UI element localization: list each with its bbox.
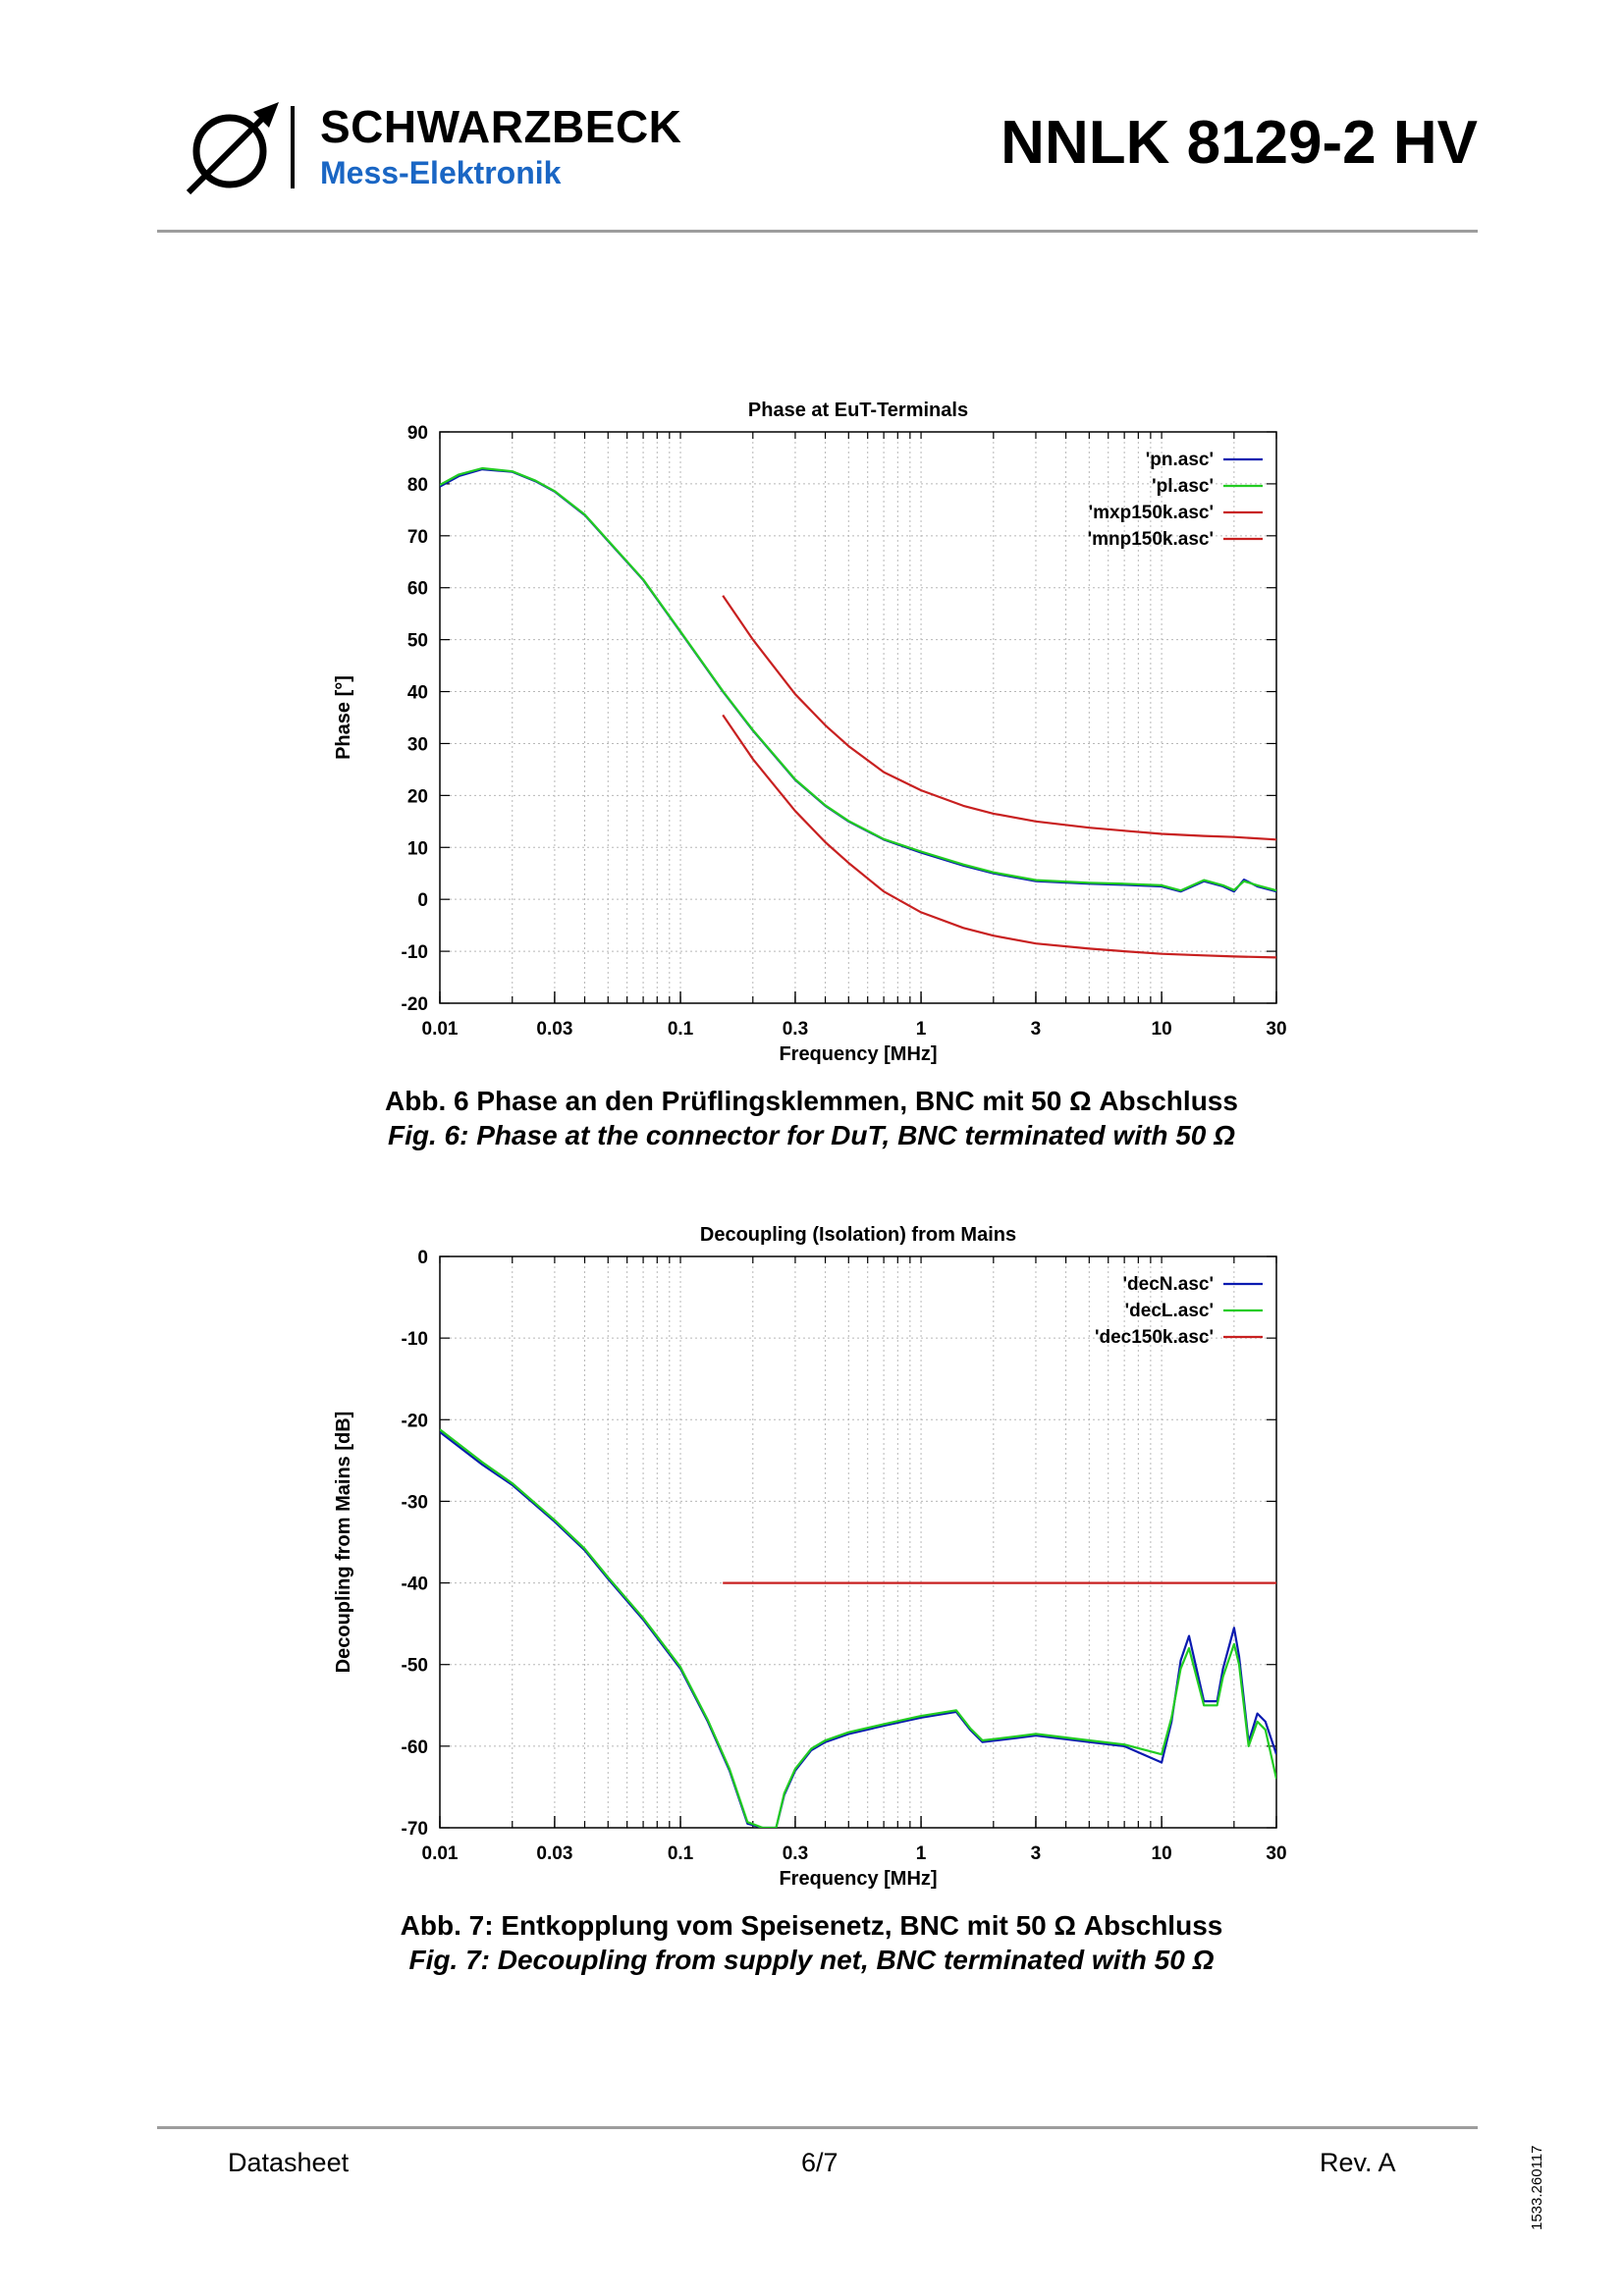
y-axis-label: Decoupling from Mains [dB] [333, 1412, 354, 1674]
y-tick-label: -20 [402, 994, 428, 1015]
legend-label: 'dec150k.asc' [1095, 1327, 1214, 1348]
x-axis-label: Frequency [MHz] [779, 1043, 937, 1065]
x-tick-label: 0.1 [668, 1019, 694, 1040]
footer-left: Datasheet [228, 2148, 350, 2177]
header-rule [157, 230, 1478, 233]
y-tick-label: -30 [402, 1492, 428, 1513]
brand-subtitle: Mess-Elektronik [320, 155, 562, 190]
decoupling-chart-svg: -70 -60 -50 -40 -30 -20 -10 0 0.01 0.03 0.1 0.3 1 3 10… [333, 1224, 1287, 1890]
legend-label: 'decL.asc' [1125, 1301, 1214, 1321]
legend-label: 'decN.asc' [1123, 1274, 1214, 1295]
x-tick-label: 0.03 [536, 1019, 572, 1040]
x-tick-label: 1 [916, 1843, 927, 1864]
plot-frame [439, 1255, 1277, 1829]
y-tick-label: 50 [407, 631, 428, 652]
figure-6-caption-de: Abb. 6 Phase an den Prüflingsklemmen, BN… [385, 1086, 1238, 1116]
x-tick-label: 0.1 [668, 1843, 694, 1864]
figure-6-caption: Abb. 6 Phase an den Prüflingsklemmen, BN… [0, 1084, 1623, 1152]
x-tick-label: 0.3 [783, 1843, 808, 1864]
x-tick-label: 0.3 [783, 1019, 808, 1040]
y-tick-label: 80 [407, 475, 428, 496]
legend-label: 'pn.asc' [1146, 450, 1214, 470]
phase-chart-svg: -20 -10 0 10 20 30 40 50 60 70 80 90 0.01 0.03 0.1 0.3 1… [333, 400, 1287, 1065]
y-tick-label: -10 [402, 1329, 428, 1350]
x-axis-label: Frequency [MHz] [779, 1868, 937, 1890]
logo-divider [291, 106, 295, 188]
series-line [722, 714, 1276, 959]
x-tick-label: 0.01 [422, 1019, 459, 1040]
y-tick-label: 10 [407, 838, 428, 859]
y-tick-label: 0 [417, 890, 428, 911]
y-tick-label: -20 [402, 1411, 428, 1431]
y-axis-label: Phase [°] [333, 675, 354, 760]
x-tick-label: 1 [916, 1019, 927, 1040]
legend-label: 'pl.asc' [1152, 476, 1214, 497]
product-title: NNLK 8129-2 HV [1001, 109, 1478, 177]
legend-label: 'mnp150k.asc' [1088, 529, 1214, 550]
x-tick-label: 0.03 [536, 1843, 572, 1864]
decoupling-chart: -70 -60 -50 -40 -30 -20 -10 0 0.01 0.03 0.1 0.3 1 3 10… [295, 1209, 1335, 1916]
y-tick-label: 70 [407, 527, 428, 548]
footer-page-number: 6/7 [801, 2148, 839, 2177]
brand-name: SCHWARZBECK [320, 101, 682, 152]
y-tick-label: 40 [407, 683, 428, 704]
chart-title: Decoupling (Isolation) from Mains [700, 1224, 1016, 1246]
figure-7-caption-en: Fig. 7: Decoupling from supply net, BNC … [408, 1945, 1215, 1975]
phase-chart: -20 -10 0 10 20 30 40 50 60 70 80 90 0.01 0.03 0.1 0.3 1… [295, 385, 1335, 1092]
y-tick-label: 90 [407, 423, 428, 444]
footer-revision: Rev. A [1320, 2148, 1396, 2177]
x-tick-label: 10 [1152, 1843, 1172, 1864]
y-tick-label: 0 [417, 1248, 428, 1268]
legend-label: 'mxp150k.asc' [1089, 503, 1214, 523]
footer-rule [157, 2126, 1478, 2129]
schwarzbeck-logo-icon [186, 102, 279, 195]
chart-title: Phase at EuT-Terminals [748, 400, 968, 421]
document-number: 1533.260117 [1529, 2145, 1545, 2230]
x-tick-label: 30 [1266, 1019, 1286, 1040]
y-tick-label: 60 [407, 579, 428, 600]
y-tick-label: 30 [407, 734, 428, 755]
figure-6-caption-en: Fig. 6: Phase at the connector for DuT, … [387, 1120, 1235, 1150]
y-tick-label: -60 [402, 1737, 428, 1758]
figure-7-caption: Abb. 7: Entkopplung vom Speisenetz, BNC … [0, 1908, 1623, 1977]
x-tick-label: 10 [1152, 1019, 1172, 1040]
y-tick-label: -40 [402, 1575, 428, 1595]
series-line [440, 1428, 1276, 1828]
figure-7-caption-de: Abb. 7: Entkopplung vom Speisenetz, BNC … [400, 1910, 1223, 1941]
plot-frame [439, 431, 1277, 1004]
x-tick-label: 30 [1266, 1843, 1286, 1864]
series-line [440, 466, 1276, 892]
y-tick-label: -10 [402, 942, 428, 963]
series-line [722, 595, 1276, 841]
page-header: SCHWARZBECK Mess-Elektronik NNLK 8129-2 … [157, 94, 1478, 195]
y-tick-label: 20 [407, 786, 428, 807]
x-tick-label: 3 [1031, 1019, 1042, 1040]
x-tick-label: 0.01 [422, 1843, 459, 1864]
y-tick-label: -50 [402, 1656, 428, 1677]
y-tick-label: -70 [402, 1819, 428, 1840]
x-tick-label: 3 [1031, 1843, 1042, 1864]
